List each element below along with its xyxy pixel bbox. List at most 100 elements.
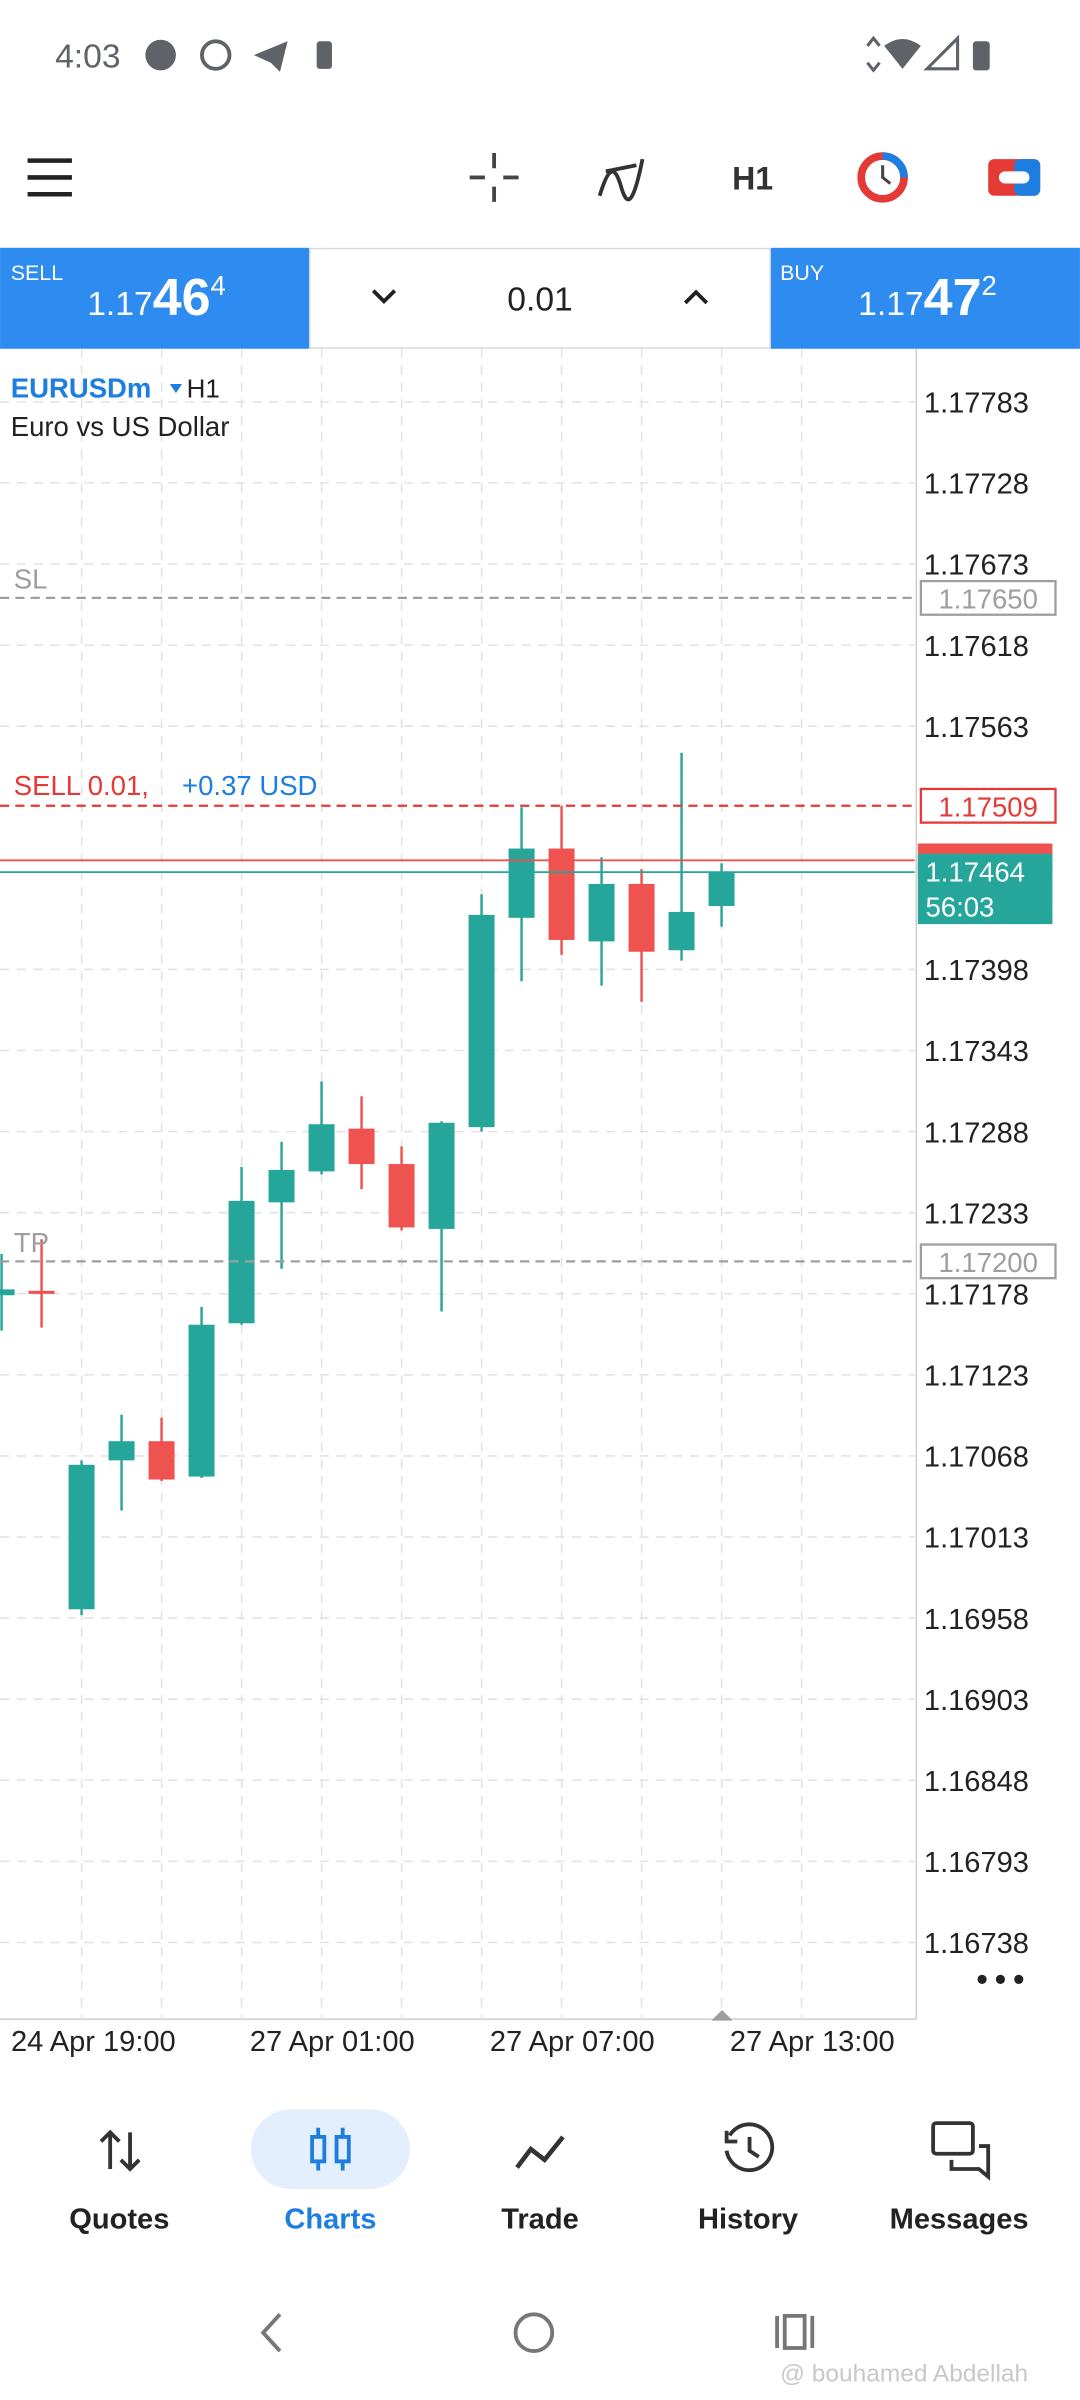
status-bar: 4:03	[55, 34, 990, 75]
y-tick-label: 1.17728	[924, 469, 1029, 501]
candle-body	[0, 1289, 15, 1296]
bid-price: 1.17464	[925, 856, 1024, 887]
candle-body	[708, 872, 735, 907]
nav-item[interactable]: Messages	[890, 2204, 1029, 2236]
candle-body	[268, 1169, 295, 1203]
y-tick-label: 1.16848	[924, 1766, 1029, 1798]
price-main: 47	[924, 269, 982, 327]
bid-timer: 56:03	[925, 891, 994, 922]
order-box	[919, 787, 1057, 824]
level-price: 1.17650	[938, 584, 1037, 615]
candle-body	[148, 1441, 175, 1480]
candle-body	[468, 914, 495, 1128]
price-suffix: 2	[981, 270, 996, 301]
y-tick-label: 1.17398	[924, 955, 1029, 987]
telegram-icon	[253, 41, 288, 72]
wifi-icon	[884, 39, 921, 69]
level-box	[919, 579, 1057, 616]
crosshair-button[interactable]	[469, 152, 519, 202]
home-button[interactable]	[513, 2312, 555, 2353]
y-tick-label: 1.17343	[924, 1036, 1029, 1068]
one-click-trading-button[interactable]	[988, 159, 1041, 196]
candle-body	[668, 911, 695, 951]
candle-body	[388, 1164, 415, 1228]
trade-icon	[515, 2135, 565, 2169]
y-tick-label: 1.17783	[924, 388, 1029, 420]
order-profit: +0.37 USD	[182, 770, 317, 801]
symbol-dropdown[interactable]	[169, 383, 183, 394]
price-main: 46	[153, 269, 211, 327]
chart: SL 1.17650 TP 1.17200 SELL 0.01, +0.37 USD 1.1…	[0, 348, 1057, 2058]
sell-price: 1.17464	[87, 269, 226, 327]
symbol-description: Euro vs US Dollar	[11, 411, 230, 442]
x-tick-label: 24 Apr 19:00	[11, 2026, 176, 2058]
level-price: 1.17200	[938, 1247, 1037, 1278]
nav-item[interactable]: Charts	[284, 2204, 376, 2236]
more-button[interactable]	[977, 1974, 1024, 1984]
bottom-nav: Quotes Charts Trade History Messages	[69, 2109, 1029, 2236]
candle-body	[108, 1441, 135, 1461]
level-box	[919, 1243, 1057, 1280]
data-icon	[866, 35, 881, 73]
x-tick-label: 27 Apr 01:00	[250, 2026, 415, 2058]
timeframe-button[interactable]: H1	[732, 161, 773, 197]
nav-item[interactable]: Trade	[501, 2204, 578, 2236]
sell-label: SELL	[11, 261, 63, 285]
order-label: SELL 0.01,	[14, 770, 149, 801]
menu-button[interactable]	[27, 158, 72, 197]
candle-body	[628, 883, 655, 952]
system-nav: @ bouhamed Abdellah	[260, 2312, 1028, 2388]
y-tick-label: 1.17288	[924, 1117, 1029, 1149]
y-tick-label: 1.17563	[924, 712, 1029, 744]
candles	[0, 752, 735, 1616]
y-tick-label: 1.17013	[924, 1523, 1029, 1555]
messages-icon	[931, 2121, 991, 2181]
chart-shift-marker[interactable]	[711, 2009, 733, 2021]
sell-button[interactable]	[0, 247, 310, 349]
buy-button[interactable]	[770, 247, 1080, 349]
y-tick-label: 1.17618	[924, 631, 1029, 663]
buy-label: BUY	[780, 261, 824, 285]
nav-item[interactable]: Quotes	[69, 2204, 169, 2236]
y-tick-label: 1.17178	[924, 1279, 1029, 1311]
x-tick-label: 27 Apr 13:00	[730, 2026, 895, 2058]
candle-body	[188, 1324, 215, 1477]
buy-price: 1.17472	[858, 269, 997, 327]
volume-up-button[interactable]	[683, 289, 709, 305]
chart-timeframe: H1	[187, 374, 220, 404]
level-name: SL	[14, 564, 48, 595]
y-tick-label: 1.17068	[924, 1442, 1029, 1474]
price-prefix: 1.17	[858, 286, 923, 323]
signal-icon	[923, 34, 960, 71]
level-name: TP	[14, 1227, 49, 1258]
candle-body	[588, 883, 615, 942]
watermark: @ bouhamed Abdellah	[780, 2361, 1028, 2388]
candle-body	[428, 1122, 455, 1229]
order-price: 1.17509	[938, 791, 1037, 822]
trade-panel: SELL 1.17464 BUY 1.17472 0.01	[0, 247, 1080, 349]
y-tick-label: 1.16793	[924, 1847, 1029, 1879]
whatsapp-icon	[200, 39, 232, 71]
back-button[interactable]	[260, 2313, 282, 2353]
y-tick-label: 1.17233	[924, 1198, 1029, 1230]
trade-history-button[interactable]	[857, 152, 908, 203]
quotes-icon	[99, 2129, 141, 2172]
clock: 4:03	[55, 38, 120, 75]
volume-down-button[interactable]	[371, 289, 397, 305]
y-tick-label: 1.16738	[924, 1928, 1029, 1960]
y-tick-label: 1.16903	[924, 1685, 1029, 1717]
battery-icon	[972, 41, 990, 71]
facebook-icon	[145, 39, 176, 71]
indicators-button[interactable]	[597, 158, 645, 202]
volume-value[interactable]: 0.01	[507, 282, 572, 319]
candle-body	[308, 1124, 335, 1172]
bid-box	[917, 853, 1053, 925]
y-tick-label: 1.17673	[924, 550, 1029, 582]
recents-button[interactable]	[775, 2313, 815, 2350]
charts-icon	[310, 2127, 351, 2171]
levels: SL 1.17650 TP 1.17200 SELL 0.01, +0.37 USD 1.1…	[0, 564, 1057, 1280]
candle-body	[28, 1290, 55, 1294]
symbol[interactable]: EURUSDm	[11, 373, 152, 404]
nav-item[interactable]: History	[698, 2204, 798, 2236]
